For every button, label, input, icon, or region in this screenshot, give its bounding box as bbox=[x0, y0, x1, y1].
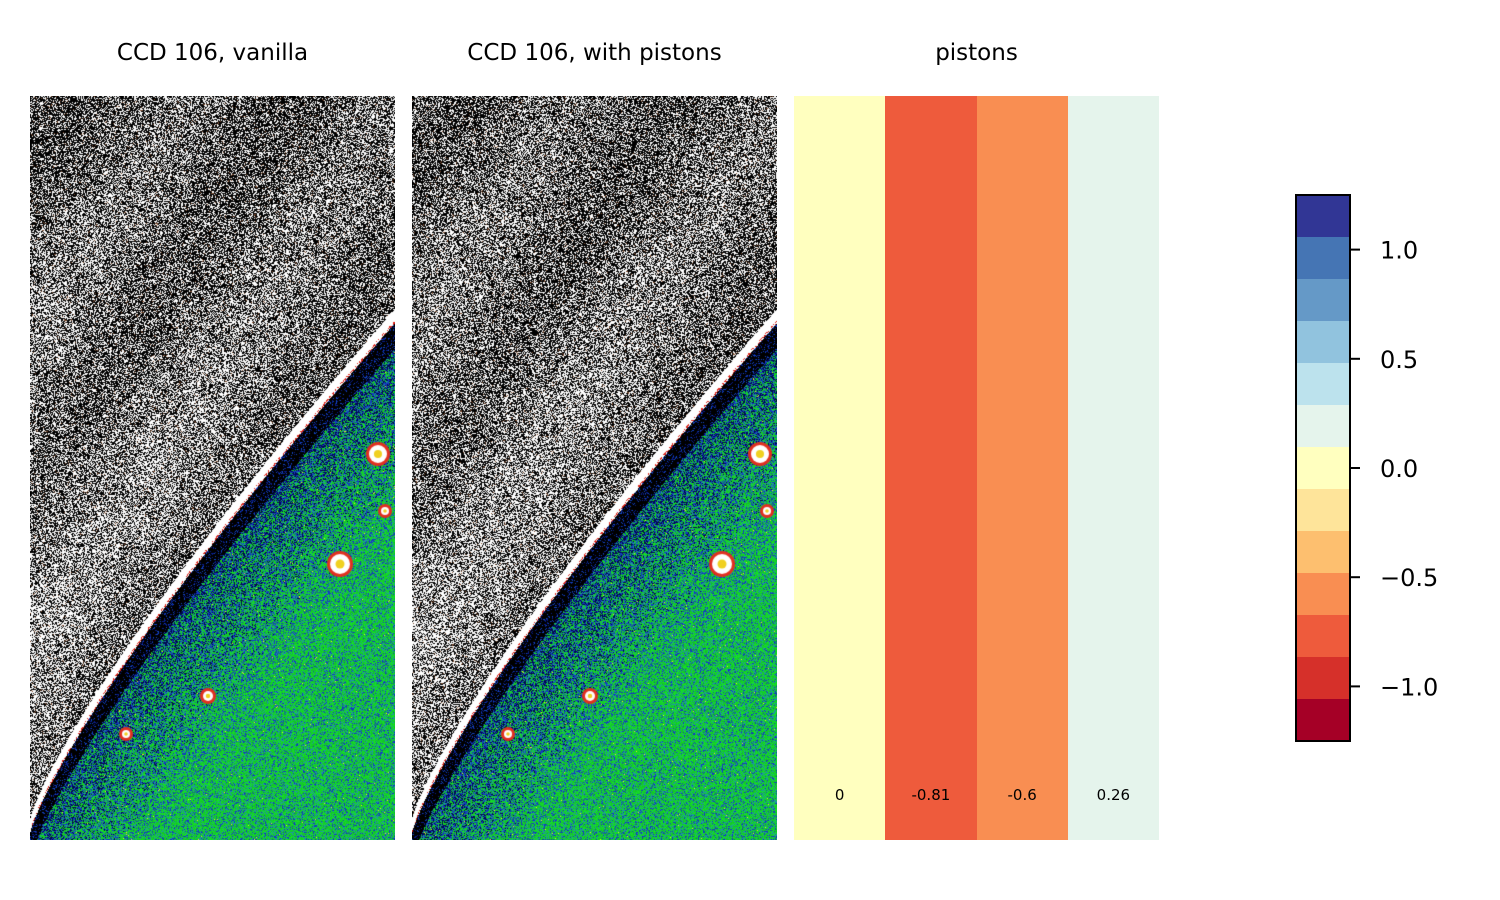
panel-title-pistons: pistons bbox=[935, 40, 1018, 66]
colorbar: 1.0 0.5 0.0 −0.5 −1.0 bbox=[1295, 194, 1438, 742]
colorbar-tick-label: 1.0 bbox=[1380, 237, 1418, 265]
colorbar-segment bbox=[1296, 615, 1350, 658]
colorbar-segment bbox=[1296, 279, 1350, 322]
colorbar-tick-label: −1.0 bbox=[1380, 673, 1438, 701]
piston-value-label: 0.26 bbox=[1096, 786, 1131, 804]
colorbar-segment bbox=[1296, 447, 1350, 490]
colorbar-segment bbox=[1296, 363, 1350, 406]
colorbar-segment bbox=[1296, 405, 1350, 448]
piston-column: -0.81 bbox=[885, 96, 977, 840]
pistons-panel: 0 -0.81 -0.6 0.26 bbox=[794, 96, 1159, 840]
colorbar-segment bbox=[1296, 195, 1350, 238]
colorbar-tick-label: 0.0 bbox=[1380, 455, 1418, 483]
piston-value-label: -0.6 bbox=[1007, 786, 1037, 804]
colorbar-segment bbox=[1296, 321, 1350, 364]
colorbar-segment bbox=[1296, 531, 1350, 574]
ccd-image-vanilla bbox=[30, 96, 395, 840]
colorbar-tick-label: −0.5 bbox=[1380, 564, 1438, 592]
colorbar-segment bbox=[1296, 699, 1350, 742]
colorbar-segment bbox=[1296, 657, 1350, 700]
piston-column: 0.26 bbox=[1067, 96, 1159, 840]
colorbar-segment bbox=[1296, 489, 1350, 532]
ccd-image-with-pistons bbox=[412, 96, 777, 840]
panel-title-vanilla: CCD 106, vanilla bbox=[116, 40, 309, 66]
piston-value-label: -0.81 bbox=[911, 786, 951, 804]
colorbar-tick-label: 0.5 bbox=[1380, 346, 1418, 374]
piston-column: 0 bbox=[794, 96, 886, 840]
colorbar-segment bbox=[1296, 573, 1350, 616]
colorbar-segment bbox=[1296, 237, 1350, 280]
panel-title-with-pistons: CCD 106, with pistons bbox=[467, 40, 722, 66]
piston-value-label: 0 bbox=[834, 786, 845, 804]
piston-column: -0.6 bbox=[976, 96, 1068, 840]
